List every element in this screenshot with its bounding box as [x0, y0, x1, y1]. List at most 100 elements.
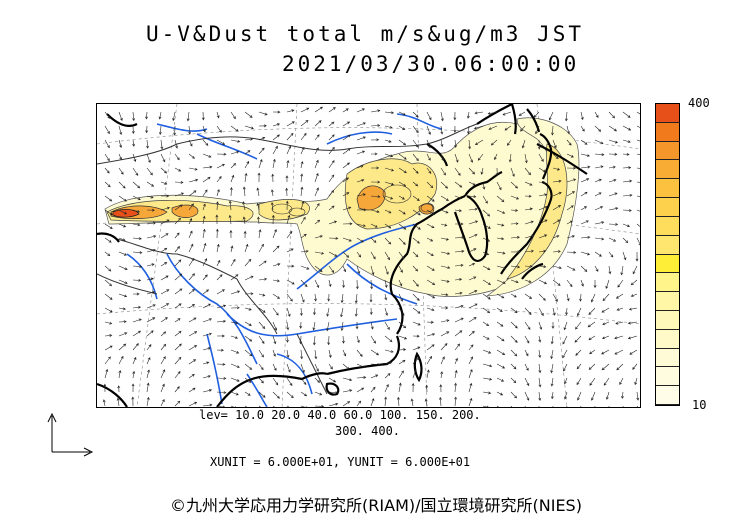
wind-arrow: [188, 304, 195, 309]
wind-arrow: [158, 125, 162, 135]
wind-arrow: [398, 125, 406, 131]
wind-arrow: [370, 124, 381, 127]
wind-arrow: [576, 377, 582, 386]
wind-arrow: [622, 179, 633, 183]
wind-arrow: [146, 139, 149, 149]
wind-arrow: [538, 234, 548, 239]
wind-arrow: [270, 202, 274, 211]
wind-arrow: [440, 331, 450, 337]
wind-arrow: [608, 192, 618, 197]
wind-arrow: [426, 167, 432, 174]
wind-arrow: [603, 377, 610, 386]
wind-arrow: [524, 234, 535, 239]
wind-arrow: [490, 139, 498, 146]
wind-arrow: [146, 248, 156, 253]
wind-arrow: [300, 377, 307, 386]
wind-arrow: [538, 181, 546, 184]
wind-arrow: [174, 288, 183, 295]
wind-arrow: [454, 139, 458, 148]
wind-arrow: [356, 237, 364, 243]
wind-arrow: [160, 167, 168, 174]
wind-arrow: [356, 265, 361, 274]
wind-arrow: [521, 139, 526, 149]
wind-arrow: [258, 363, 264, 371]
wind-arrow: [314, 404, 325, 407]
wind-arrow: [384, 383, 389, 393]
wind-arrow: [328, 377, 337, 383]
wind-arrow: [145, 111, 149, 120]
wind-arrow: [454, 396, 458, 407]
wind-arrow: [132, 111, 136, 122]
wind-arrow: [328, 174, 335, 183]
wind-arrow: [384, 195, 394, 200]
wind-arrow: [118, 125, 123, 136]
wind-arrow: [328, 363, 333, 370]
wind-arrow: [474, 139, 484, 146]
wind-arrow: [160, 398, 165, 407]
wind-arrow: [482, 223, 491, 229]
wind-arrow: [202, 332, 212, 337]
wind-arrow: [524, 349, 529, 357]
wind-arrow: [160, 369, 166, 379]
wind-arrow: [272, 245, 280, 253]
wind-arrow: [146, 330, 154, 337]
wind-arrow: [468, 276, 477, 281]
wind-arrow: [552, 191, 562, 197]
wind-arrow: [636, 405, 638, 407]
colorbar-segment: [656, 198, 679, 217]
wind-arrow: [632, 363, 638, 370]
wind-arrow: [580, 206, 588, 211]
wind-arrow: [510, 208, 519, 212]
wind-arrow: [174, 330, 182, 337]
wind-arrow: [566, 220, 573, 225]
wind-arrow: [594, 237, 605, 241]
wind-arrow: [580, 111, 584, 121]
wind-arrow: [146, 304, 156, 309]
wind-arrow: [216, 289, 225, 295]
wind-arrow: [342, 222, 353, 226]
wind-arrow: [496, 181, 502, 191]
wind-arrow: [258, 136, 266, 141]
wind-arrow: [202, 139, 209, 146]
wind-arrow: [272, 363, 277, 371]
wind-arrow: [146, 167, 153, 176]
wind-arrow: [299, 307, 303, 317]
wind-arrow: [216, 152, 227, 156]
colorbar-segment: [656, 310, 679, 330]
wind-arrow: [622, 111, 631, 118]
wind-arrow: [510, 335, 518, 343]
wind-arrow: [487, 111, 498, 115]
wind-arrow: [118, 251, 127, 256]
colorbar-segment: [656, 292, 679, 311]
wind-arrow: [300, 107, 310, 113]
wind-arrow: [172, 111, 176, 122]
wind-arrow: [216, 176, 222, 183]
wind-arrow: [146, 208, 155, 212]
wind-arrow: [412, 139, 419, 148]
wind-arrow: [550, 349, 554, 360]
wind-arrow: [215, 214, 219, 225]
wind-arrow: [258, 260, 267, 267]
wind-arrow: [370, 265, 375, 276]
wind-arrow: [524, 264, 533, 268]
wind-arrow: [258, 111, 268, 116]
wind-arrow: [174, 303, 182, 309]
wind-arrow: [272, 145, 278, 155]
wind-arrow: [524, 153, 528, 164]
wind-arrow: [202, 228, 206, 239]
wind-arrow: [510, 279, 519, 284]
colorbar-segment: [656, 235, 679, 255]
wind-arrow: [384, 293, 388, 301]
wind-arrow: [286, 214, 291, 225]
wind-arrow: [174, 204, 183, 211]
wind-arrow: [398, 382, 402, 393]
wind-arrow: [272, 229, 277, 239]
wind-arrow: [202, 375, 211, 379]
wind-arrow: [496, 335, 505, 342]
wind-arrow: [412, 125, 419, 134]
wind-arrow: [622, 166, 632, 170]
wind-arrow: [314, 349, 318, 360]
wind-arrow: [440, 125, 444, 135]
wind-arrow: [174, 246, 180, 253]
wind-arrow: [272, 391, 280, 399]
